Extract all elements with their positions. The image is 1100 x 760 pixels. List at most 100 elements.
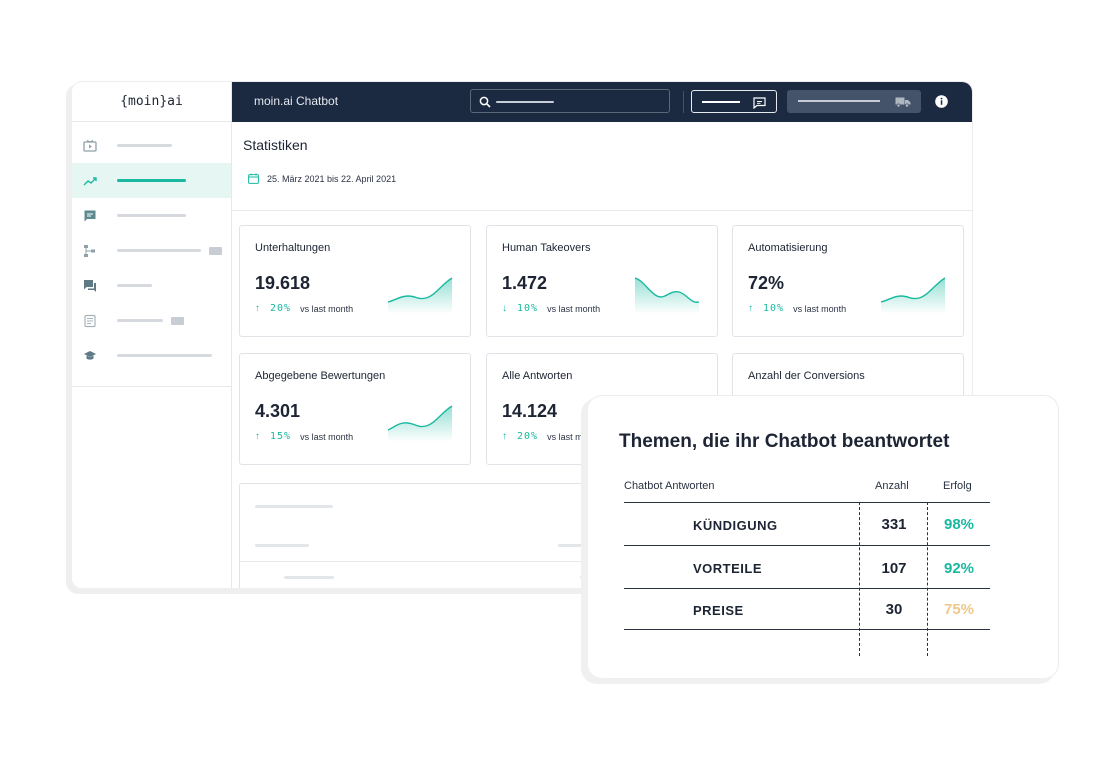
sidebar-item-chat[interactable]	[72, 198, 231, 233]
topic-label: KÜNDIGUNG	[693, 518, 778, 533]
sidebar-divider	[72, 386, 232, 387]
stat-comparison: vs last month	[793, 303, 847, 314]
video-icon	[83, 139, 97, 153]
arrow-up-icon: ↑	[255, 302, 260, 314]
stat-change: 20%	[270, 303, 292, 314]
column-separator	[927, 502, 928, 656]
column-separator	[859, 502, 860, 656]
graduation-cap-icon	[83, 349, 97, 363]
stat-comparison: vs last month	[547, 303, 601, 314]
stat-label: Anzahl der Conversions	[748, 370, 865, 382]
chat-icon	[753, 96, 766, 110]
topbar-separator	[683, 91, 684, 113]
sidebar-item-label-placeholder	[117, 284, 152, 287]
arrow-up-icon: ↑	[502, 430, 507, 442]
top-bar: moin.ai Chatbot	[232, 82, 972, 122]
topic-count: 30	[885, 601, 903, 618]
table-rule	[624, 545, 990, 546]
stat-comparison: vs last month	[300, 303, 354, 314]
stat-trend: ↑ 10% vs last month	[748, 303, 846, 314]
sidebar-item-academy[interactable]	[72, 338, 231, 373]
stat-change: 15%	[270, 431, 292, 442]
logo: {moin}ai	[72, 82, 231, 122]
table-rule	[624, 588, 990, 589]
arrow-up-icon: ↑	[255, 430, 260, 442]
topic-success-rate: 98%	[943, 516, 975, 533]
new-badge	[209, 246, 222, 255]
stat-value: 1.472	[502, 273, 548, 293]
stat-trend: ↓ 10% vs last month	[502, 303, 600, 314]
skeleton-line	[284, 576, 334, 579]
arrow-up-icon: ↑	[748, 302, 753, 314]
content-divider	[232, 210, 972, 211]
sidebar-item-flows[interactable]	[72, 233, 231, 268]
calendar-icon	[248, 173, 259, 184]
info-icon[interactable]	[935, 95, 948, 108]
sidebar-item-statistics[interactable]	[72, 163, 231, 198]
stat-label: Alle Antworten	[502, 370, 573, 382]
stat-label: Human Takeovers	[502, 242, 591, 254]
stat-comparison: vs last month	[300, 431, 354, 442]
document-icon	[83, 314, 97, 328]
stat-card-ratings[interactable]: Abgegebene Bewertungen 4.301 ↑ 15% vs la…	[239, 353, 471, 465]
topic-label: PREISE	[693, 603, 744, 618]
stat-value: 72%	[748, 273, 785, 293]
button-label-placeholder	[702, 101, 740, 103]
date-range-picker[interactable]: 25. März 2021 bis 22. April 2021	[248, 173, 396, 184]
deploy-button[interactable]	[787, 90, 921, 113]
sidebar-item-conversations[interactable]	[72, 268, 231, 303]
search-icon	[479, 95, 491, 108]
topic-count: 107	[881, 560, 907, 577]
test-chat-button[interactable]	[691, 90, 777, 113]
sparkline-chart	[881, 277, 946, 314]
skeleton-line	[558, 544, 598, 547]
trend-line-icon	[83, 174, 97, 188]
stat-change: 20%	[517, 431, 539, 442]
stat-change: 10%	[763, 303, 785, 314]
flow-tree-icon	[83, 244, 97, 258]
sidebar-item-documents[interactable]	[72, 303, 231, 338]
sidebar-item-label-placeholder	[117, 319, 163, 322]
skeleton-line	[255, 505, 333, 508]
arrow-down-icon: ↓	[502, 302, 507, 314]
date-range-label: 25. März 2021 bis 22. April 2021	[267, 173, 397, 184]
sidebar-item-video[interactable]	[72, 128, 231, 163]
topic-success-rate: 75%	[943, 601, 975, 618]
sidebar-nav	[72, 122, 231, 373]
topics-card-title: Themen, die ihr Chatbot beantwortet	[619, 431, 950, 452]
button-label-placeholder	[798, 100, 880, 102]
stat-label: Abgegebene Bewertungen	[255, 370, 386, 382]
sidebar: {moin}ai	[72, 82, 232, 588]
search-input[interactable]	[470, 89, 670, 113]
truck-icon	[895, 95, 911, 108]
stat-card-human-takeovers[interactable]: Human Takeovers 1.472 ↓ 10% vs last mont…	[486, 225, 718, 337]
column-header-topic: Chatbot Antworten	[624, 480, 715, 492]
stat-trend: ↑ 20% vs last month	[502, 431, 600, 442]
sidebar-item-label-placeholder	[117, 144, 172, 147]
skeleton-line	[255, 544, 309, 547]
page-title: Statistiken	[243, 137, 308, 153]
topics-card: Themen, die ihr Chatbot beantwortet Chat…	[588, 396, 1058, 678]
stat-card-automation[interactable]: Automatisierung 72% ↑ 10% vs last month	[732, 225, 964, 337]
stat-label: Unterhaltungen	[255, 242, 331, 254]
stat-value: 19.618	[255, 273, 311, 293]
stat-comparison: vs last month	[547, 431, 601, 442]
topic-count: 331	[881, 516, 907, 533]
conversation-icon	[83, 279, 97, 293]
topic-label: VORTEILE	[693, 561, 763, 576]
stat-value: 4.301	[255, 401, 301, 421]
sparkline-chart	[388, 405, 453, 442]
table-rule	[624, 629, 990, 630]
stat-trend: ↑ 20% vs last month	[255, 303, 353, 314]
stat-trend: ↑ 15% vs last month	[255, 431, 353, 442]
column-header-success: Erfolg	[943, 480, 972, 492]
stat-label: Automatisierung	[748, 242, 828, 254]
sidebar-item-label-placeholder	[117, 354, 212, 357]
sidebar-item-label-placeholder	[117, 214, 186, 217]
sparkline-chart	[635, 277, 700, 314]
new-badge	[171, 316, 184, 325]
chat-bubble-icon	[83, 209, 97, 223]
app-title: moin.ai Chatbot	[254, 94, 339, 108]
topic-success-rate: 92%	[943, 560, 975, 577]
stat-card-conversations[interactable]: Unterhaltungen 19.618 ↑ 20% vs last mont…	[239, 225, 471, 337]
